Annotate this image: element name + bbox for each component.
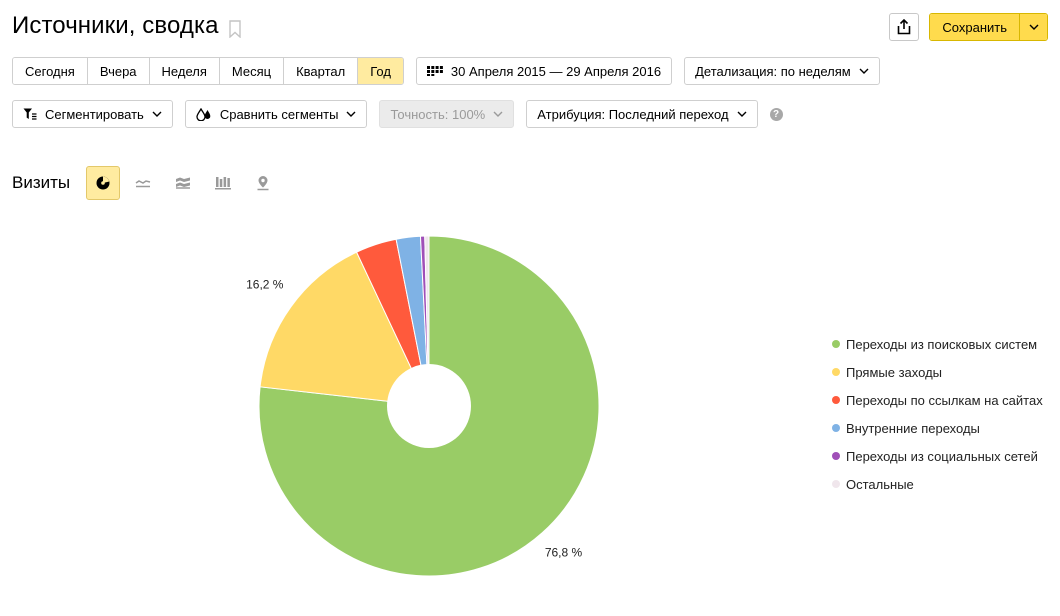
filter-icon: [23, 108, 37, 120]
chevron-down-icon: [1029, 24, 1038, 30]
drops-icon: [196, 107, 211, 121]
save-button[interactable]: Сохранить: [930, 14, 1019, 40]
chevron-down-icon: [152, 111, 162, 117]
legend-label: Внутренние переходы: [846, 420, 980, 436]
period-button[interactable]: Год: [358, 58, 403, 84]
pie-slice[interactable]: [258, 235, 600, 577]
chart-section-title: Визиты: [12, 173, 71, 192]
chart-legend: Переходы из поисковых систем Прямые заход…: [832, 330, 1043, 498]
help-icon[interactable]: ?: [769, 107, 783, 121]
chevron-down-icon: [493, 111, 503, 117]
share-button[interactable]: [889, 13, 920, 41]
legend-item[interactable]: Остальные: [832, 470, 1043, 498]
area-chart-icon[interactable]: [166, 166, 200, 200]
segment-button[interactable]: Сегментировать: [12, 100, 173, 128]
compare-segments-button[interactable]: Сравнить сегменты: [184, 100, 368, 128]
chevron-down-icon: [859, 68, 869, 74]
map-marker-icon[interactable]: [246, 166, 280, 200]
period-button[interactable]: Сегодня: [13, 58, 88, 84]
period-button[interactable]: Квартал: [284, 58, 359, 84]
legend-label: Прямые заходы: [846, 364, 943, 380]
accuracy-dropdown: Точность: 100%: [379, 100, 515, 128]
legend-label: Переходы по ссылкам на сайтах: [846, 392, 1043, 408]
chevron-down-icon: [346, 111, 356, 117]
legend-item[interactable]: Внутренние переходы: [832, 414, 1043, 442]
save-button-group: Сохранить: [929, 13, 1048, 41]
pie-chart-icon[interactable]: [86, 166, 121, 200]
save-dropdown-button[interactable]: [1019, 14, 1047, 40]
legend-label: Остальные: [846, 476, 914, 492]
attribution-label: Атрибуция: Последний переход: [537, 106, 729, 122]
attribution-dropdown[interactable]: Атрибуция: Последний переход: [526, 100, 758, 128]
line-chart-icon[interactable]: [126, 166, 160, 200]
bookmark-icon[interactable]: [228, 17, 241, 39]
period-button[interactable]: Вчера: [87, 58, 150, 84]
legend-item[interactable]: Переходы из поисковых систем: [832, 330, 1043, 358]
legend-label: Переходы из социальных сетей: [846, 448, 1038, 464]
legend-item[interactable]: Переходы из социальных сетей: [832, 442, 1043, 470]
period-button[interactable]: Месяц: [219, 58, 285, 84]
chart-header: Визиты: [12, 166, 286, 200]
legend-item[interactable]: Переходы по ссылкам на сайтах: [832, 386, 1043, 414]
period-selector: Сегодня Вчера Неделя Месяц Квартал Год: [12, 57, 404, 85]
bar-chart-icon[interactable]: [206, 166, 240, 200]
pie-data-label: 16,2 %: [246, 277, 284, 291]
legend-swatch: [832, 480, 840, 488]
legend-item[interactable]: Прямые заходы: [832, 358, 1043, 386]
legend-swatch: [832, 424, 840, 432]
segment-toolbar: Сегментировать Сравнить сегменты Точност…: [12, 100, 783, 128]
visits-pie-chart: 76,8 % 16,2 %: [246, 235, 600, 577]
pie-slice[interactable]: [424, 235, 430, 407]
legend-swatch: [832, 396, 840, 404]
page-title: Источники, сводка: [12, 12, 241, 40]
period-button[interactable]: Неделя: [149, 58, 220, 84]
pie-data-label: 76,8 %: [545, 546, 583, 560]
chevron-down-icon: [737, 111, 747, 117]
legend-swatch: [832, 452, 840, 460]
share-icon: [898, 19, 911, 35]
period-toolbar: Сегодня Вчера Неделя Месяц Квартал Год 30 Апр…: [12, 57, 880, 85]
detail-dropdown[interactable]: Детализация: по неделям: [684, 57, 880, 85]
pie-center-hole: [387, 364, 471, 448]
legend-label: Переходы из поисковых систем: [846, 336, 1038, 352]
segment-label: Сегментировать: [45, 106, 144, 122]
accuracy-label: Точность: 100%: [390, 106, 486, 122]
page-title-text: Источники, сводка: [12, 12, 219, 39]
compare-segments-label: Сравнить сегменты: [219, 106, 339, 122]
pie-slice[interactable]: [259, 251, 430, 407]
top-actions: Сохранить: [889, 13, 1048, 41]
date-range-label: 30 Апреля 2015 — 29 Апреля 2016: [450, 63, 662, 79]
legend-swatch: [832, 368, 840, 376]
detail-label: Детализация: по неделям: [695, 63, 851, 79]
legend-swatch: [832, 340, 840, 348]
date-range-button[interactable]: 30 Апреля 2015 — 29 Апреля 2016: [415, 57, 673, 85]
calendar-icon: [426, 66, 443, 76]
